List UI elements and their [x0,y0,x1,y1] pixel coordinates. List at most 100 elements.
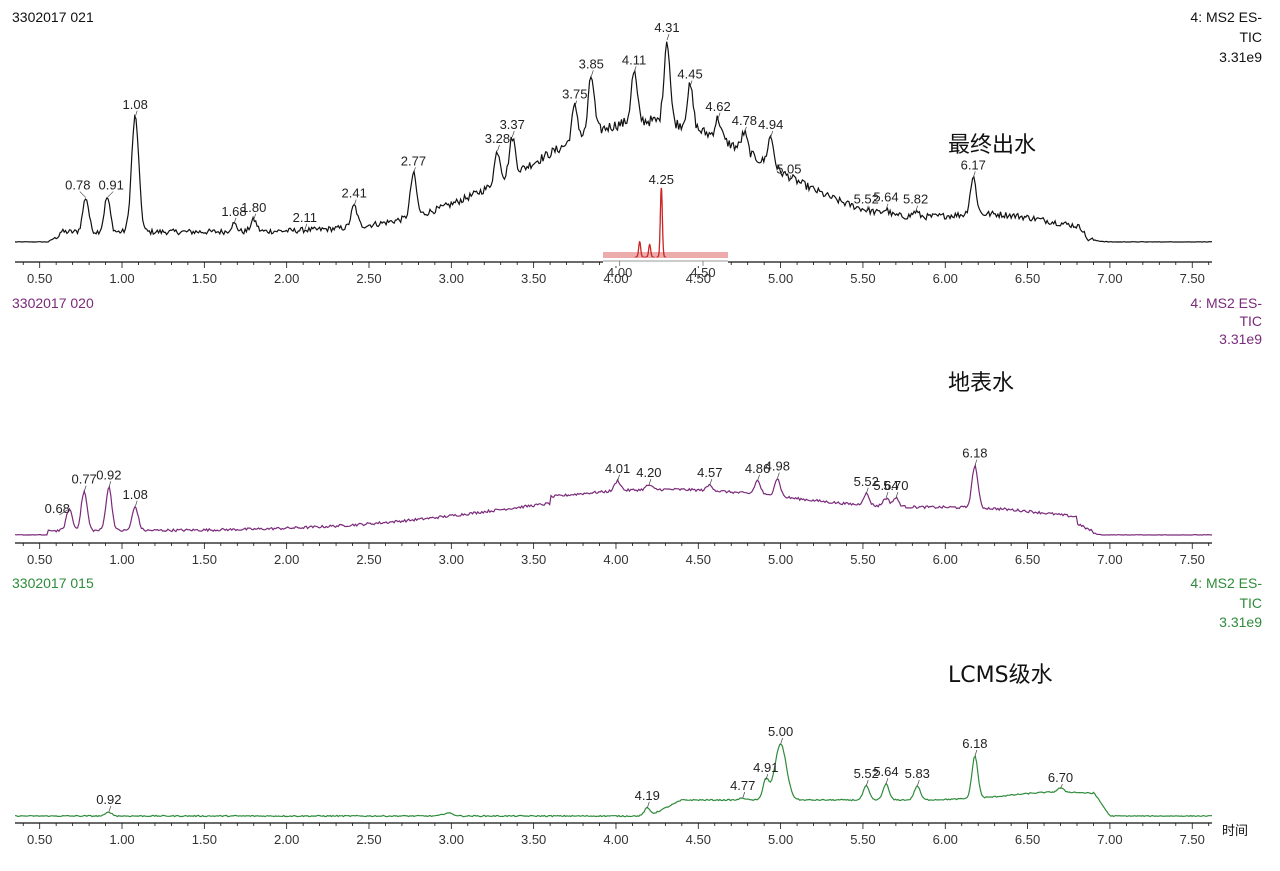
peak-leader-line [353,199,357,206]
peak-leader-line [79,191,87,198]
x-tick-label: 2.50 [356,832,381,847]
sample-id-label: 3302017 015 [12,575,94,591]
tic-trace [15,743,1213,818]
peak-label: 5.00 [768,724,793,739]
peak-label: 4.91 [753,760,778,775]
x-tick-label: 5.50 [850,552,875,567]
function-label-line: 4: MS2 ES- [1190,295,1262,311]
x-tick-label: 4.50 [686,271,711,286]
peak-label: 2.41 [342,186,367,201]
tic-trace [14,463,1213,536]
peak-leader-line [108,481,112,488]
x-tick-label: 4.50 [686,832,711,847]
peak-leader-line [865,779,869,787]
x-tick-label: 7.00 [1097,552,1122,567]
peak-leader-line [865,205,869,212]
peak-leader-line [780,737,783,745]
peak-leader-line [59,508,70,516]
x-tick-label: 1.50 [192,271,217,286]
peak-label: 5.05 [776,161,801,176]
peak-label: 6.18 [962,736,987,751]
peak-leader-line [304,223,308,230]
peak-label: 4.31 [654,20,679,35]
inset-peak [656,187,667,258]
x-tick-label: 4.50 [686,552,711,567]
peak-label: 5.52 [854,474,879,489]
peak-label: 5.64 [873,190,898,205]
peak-leader-line [885,777,889,785]
x-tick-label: 1.50 [192,832,217,847]
peak-leader-line [413,167,416,174]
peak-leader-line [865,487,869,494]
peak-leader-line [134,110,138,117]
function-label-line: 4: MS2 ES- [1190,575,1262,591]
peak-label: 5.83 [905,766,930,781]
x-tick-label: 0.50 [27,271,52,286]
x-tick-label: 3.50 [521,832,546,847]
x-tick-label: 3.00 [439,552,464,567]
function-label-line: 3.31e9 [1219,49,1262,65]
peak-label: 1.08 [123,97,148,112]
peak-leader-line [134,500,138,507]
peak-leader-line [646,801,650,809]
x-tick-label: 4.00 [603,271,628,286]
peak-label: 5.70 [883,478,908,493]
peak-leader-line [253,213,257,220]
peak-label: 1.80 [241,200,266,215]
function-label-line: 4: MS2 ES- [1190,9,1262,25]
peak-label: 5.64 [873,478,898,493]
peak-leader-line [915,205,918,212]
x-tick-label: 5.00 [768,832,793,847]
peak-label: 4.78 [732,113,757,128]
peak-label: 0.77 [71,472,96,487]
x-axis-label: 时间 [1222,824,1248,839]
peak-label: 4.20 [636,465,661,480]
function-label-line: TIC [1239,29,1262,45]
x-tick-label: 1.50 [192,552,217,567]
x-tick-label: 3.50 [521,271,546,286]
peak-leader-line [972,171,976,178]
peak-label: 4.11 [622,52,646,67]
peak-label: 0.92 [96,792,121,807]
x-tick-label: 1.00 [109,832,134,847]
x-tick-label: 2.50 [356,271,381,286]
peak-label: 4.57 [697,465,722,480]
inset-peak [634,240,645,258]
peak-label: 1.08 [123,487,148,502]
inset-peak [644,243,655,258]
peak-leader-line [689,80,693,87]
x-tick-label: 5.00 [768,552,793,567]
x-tick-label: 2.00 [274,552,299,567]
function-label-line: TIC [1239,595,1262,611]
peak-leader-line [916,779,920,787]
peak-leader-line [744,126,747,134]
peak-label: 4.94 [758,117,783,132]
peak-leader-line [776,472,780,479]
peak-leader-line [709,478,713,486]
function-label-line: 3.31e9 [1219,614,1262,630]
x-tick-label: 2.50 [356,552,381,567]
peak-label: 0.91 [99,178,124,193]
peak-leader-line [742,791,746,799]
peak-label: 0.68 [45,501,70,516]
x-tick-label: 7.50 [1180,552,1205,567]
peak-label: 5.52 [854,766,879,781]
peak-leader-line [233,217,237,224]
peak-leader-line [617,474,620,481]
peak-label: 4.86 [745,461,770,476]
chromatogram-panel-2: 3302017 020 4: MS2 ES- TIC 3.31e9 地表水 0.680.7… [12,295,1262,567]
x-tick-label: 6.50 [1015,271,1040,286]
inset-tick-label: 4.50 [690,265,715,280]
x-tick-label: 5.00 [768,271,793,286]
peak-leader-line [574,100,578,107]
function-label-line: 3.31e9 [1219,331,1262,347]
x-tick-label: 1.00 [109,271,134,286]
peak-leader-line [511,130,515,138]
peak-leader-line [108,805,112,813]
peak-leader-line [1060,783,1063,789]
peak-leader-line [633,66,637,73]
peak-label: 4.01 [605,461,630,476]
peak-leader-line [666,33,670,41]
peak-leader-line [717,112,721,119]
